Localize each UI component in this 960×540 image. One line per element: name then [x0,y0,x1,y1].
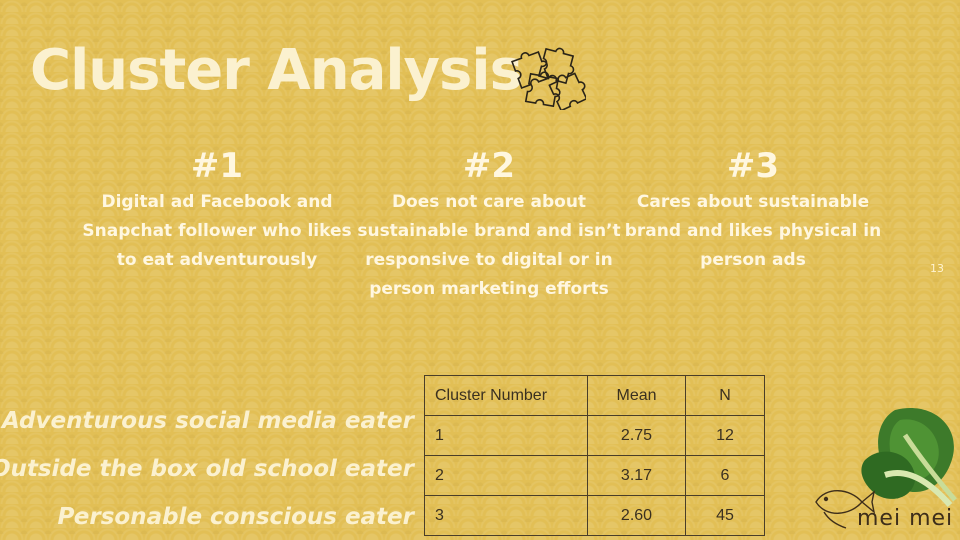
cluster-number: #1 [190,146,244,186]
bok-choy-image [861,408,957,507]
table-cell: 3.17 [587,455,686,496]
cluster-2: #2 Does not care about sustainable brand… [344,146,634,304]
cluster-description: Cares about sustainable brand and likes … [624,192,882,270]
table-header: Cluster Number [424,375,588,416]
table-row: 2 3.17 6 [424,455,765,496]
cluster-label-1: Adventurous social media eater [1,408,414,434]
table-cell: 2 [424,455,588,496]
cluster-label-3: Personable conscious eater [57,504,414,530]
cluster-description: Digital ad Facebook and Snapchat followe… [82,192,352,270]
slide-title: Cluster Analysis [30,38,523,103]
cluster-1: #1 Digital ad Facebook and Snapchat foll… [72,146,362,275]
table-row: 3 2.60 45 [424,495,765,536]
table-cell: 45 [685,495,765,536]
table-header: N [685,375,765,416]
table-cell: 2.75 [587,415,686,456]
cluster-number: #3 [726,146,780,186]
table-cell: 2.60 [587,495,686,536]
table-cell: 12 [685,415,765,456]
puzzle-icon [511,47,586,110]
table-header-row: Cluster Number Mean N [424,375,765,416]
cluster-label-2: Outside the box old school eater [0,456,414,482]
logo-text: mei mei [857,506,954,531]
cluster-table: Cluster Number Mean N 1 2.75 12 2 3.17 6… [424,375,765,536]
cluster-3: #3 Cares about sustainable brand and lik… [608,146,898,275]
cluster-description: Does not care about sustainable brand an… [357,192,621,299]
table-row: 1 2.75 12 [424,415,765,456]
table-cell: 6 [685,455,765,496]
table-header: Mean [587,375,686,416]
table-cell: 1 [424,415,588,456]
fish-logo-icon [815,490,876,529]
page-number: 13 [930,262,944,275]
cluster-number: #2 [462,146,516,186]
table-cell: 3 [424,495,588,536]
